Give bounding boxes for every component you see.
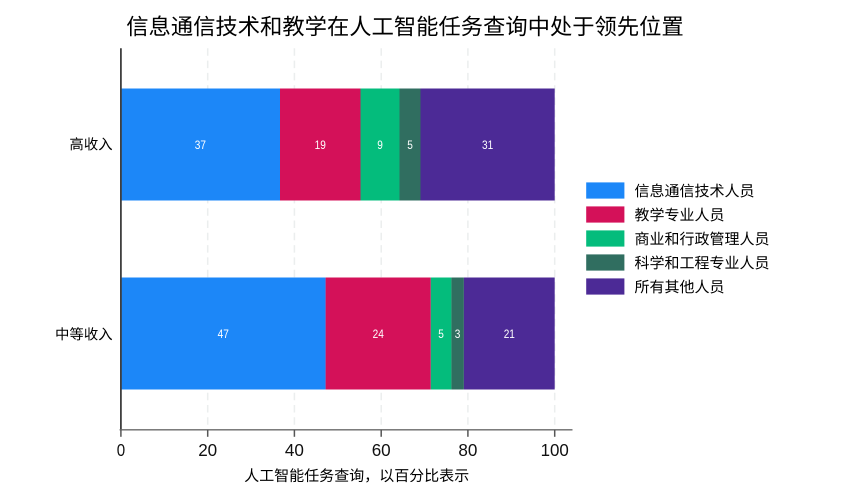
svg-text:20: 20 bbox=[198, 440, 217, 460]
svg-text:31: 31 bbox=[482, 138, 494, 152]
svg-text:0: 0 bbox=[117, 440, 126, 460]
svg-text:40: 40 bbox=[285, 440, 304, 460]
svg-text:21: 21 bbox=[504, 327, 516, 341]
svg-text:100: 100 bbox=[541, 440, 569, 460]
svg-text:19: 19 bbox=[315, 138, 327, 152]
svg-text:5: 5 bbox=[407, 138, 413, 152]
svg-text:37: 37 bbox=[195, 138, 207, 152]
svg-text:47: 47 bbox=[218, 327, 230, 341]
svg-text:3: 3 bbox=[455, 327, 461, 341]
svg-text:80: 80 bbox=[458, 440, 477, 460]
svg-text:24: 24 bbox=[373, 327, 385, 341]
svg-text:60: 60 bbox=[372, 440, 391, 460]
svg-text:9: 9 bbox=[377, 138, 383, 152]
svg-text:5: 5 bbox=[438, 327, 444, 341]
